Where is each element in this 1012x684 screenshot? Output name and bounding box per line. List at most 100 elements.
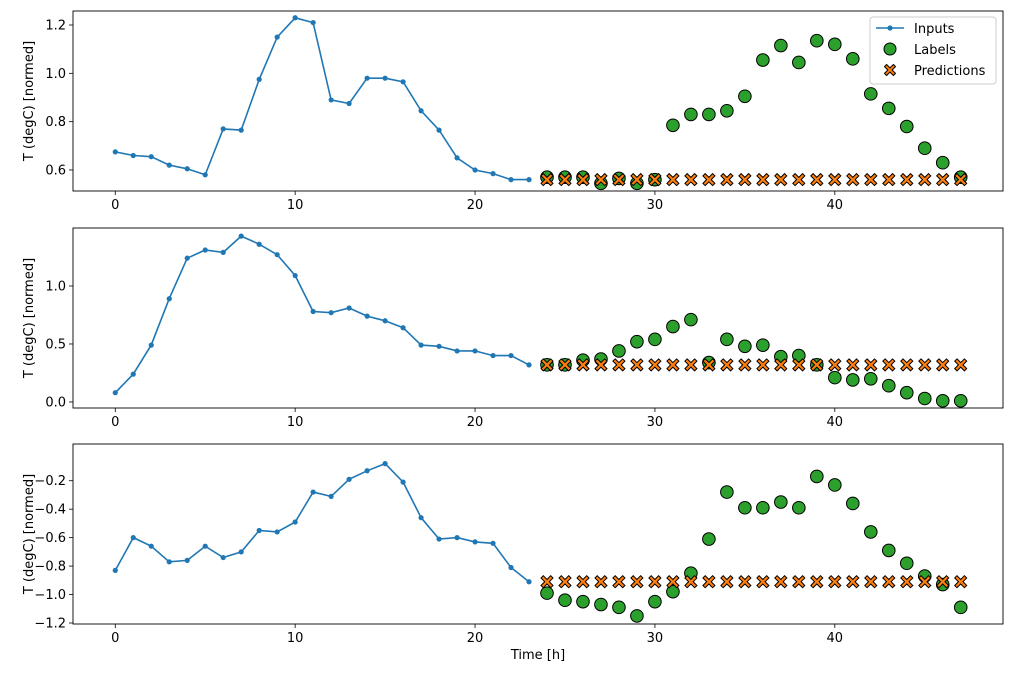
prediction-point	[630, 358, 644, 372]
prediction-point	[846, 358, 860, 372]
prediction-point	[756, 172, 770, 187]
prediction-point	[882, 358, 896, 372]
y-tick-label: −1.2	[34, 617, 66, 632]
x-tick-label: 10	[287, 198, 304, 213]
label-point	[863, 525, 878, 539]
inputs-point	[364, 75, 370, 81]
inputs-point	[526, 362, 532, 368]
prediction-point	[792, 574, 806, 589]
label-point	[630, 609, 644, 623]
prediction-point	[558, 358, 572, 372]
inputs-point	[472, 348, 478, 354]
subplot-3: 0 10 20 30 40 −1.2 −1.0 −0.8 −0.6 −0.4 −0.2T (degC…	[22, 443, 1004, 663]
prediction-point	[918, 574, 932, 589]
prediction-point	[882, 172, 896, 187]
label-point	[863, 371, 878, 386]
prediction-point	[702, 574, 716, 589]
inputs-line	[114, 462, 530, 583]
label-point	[810, 33, 824, 48]
prediction-point	[953, 172, 968, 187]
prediction-point	[935, 358, 950, 372]
prediction-point	[774, 574, 788, 589]
label-point	[881, 543, 896, 558]
prediction-point	[576, 172, 590, 187]
inputs-point	[346, 305, 352, 311]
inputs-point	[148, 543, 154, 549]
label-point	[917, 141, 932, 156]
label-point	[828, 478, 842, 492]
inputs-point	[526, 579, 532, 585]
prediction-point	[774, 358, 788, 372]
inputs-point	[148, 342, 154, 348]
prediction-point	[738, 574, 752, 589]
prediction-point	[900, 574, 914, 589]
label-point	[899, 119, 914, 134]
y-tick-label: 1.2	[45, 19, 66, 34]
label-point	[792, 500, 806, 515]
prediction-point	[648, 358, 662, 372]
prediction-point	[540, 172, 554, 187]
y-tick-label: −0.6	[34, 531, 66, 546]
prediction-point	[810, 172, 824, 187]
inputs-point	[238, 127, 244, 133]
label-point	[935, 155, 950, 170]
inputs-point	[184, 557, 190, 563]
inputs-point	[508, 177, 514, 183]
y-tick-label: 0.8	[45, 115, 66, 130]
x-tick-label: 20	[467, 198, 484, 213]
inputs-point	[166, 296, 172, 302]
prediction-point	[828, 172, 842, 187]
inputs-point	[202, 543, 208, 549]
inputs-point	[454, 155, 460, 161]
label-point	[666, 319, 680, 334]
inputs-point	[400, 79, 406, 85]
label-point	[738, 500, 752, 515]
label-point	[576, 594, 590, 609]
inputs-point	[328, 493, 334, 499]
legend-entry: Predictions	[914, 64, 986, 79]
prediction-point	[774, 172, 788, 187]
prediction-point	[702, 172, 716, 187]
prediction-point	[935, 574, 950, 589]
inputs-point	[112, 390, 118, 396]
subplot-2: 0 10 20 30 40 0.0 0.5 1.0 T (degC) [normed]	[22, 227, 1004, 430]
legend-frame	[869, 16, 997, 85]
prediction-point	[576, 358, 590, 372]
label-point	[558, 593, 572, 608]
prediction-point	[594, 574, 608, 589]
inputs-point	[274, 34, 280, 40]
label-point	[756, 338, 770, 352]
x-tick-label: 40	[827, 631, 844, 646]
label-point	[774, 38, 788, 53]
legend-labels-marker	[883, 42, 897, 56]
inputs-point	[436, 343, 442, 349]
inputs-point	[238, 549, 244, 555]
label-point	[792, 55, 806, 70]
label-point	[612, 344, 626, 358]
x-tick-label: 10	[287, 631, 304, 646]
inputs-point	[364, 468, 370, 474]
label-point	[648, 594, 662, 609]
inputs-point	[202, 247, 208, 253]
label-point	[935, 394, 950, 408]
label-point	[845, 496, 860, 511]
inputs-point	[310, 19, 316, 26]
label-point	[684, 312, 698, 327]
label-point	[630, 334, 644, 349]
prediction-point	[612, 358, 626, 372]
y-tick-label: −0.4	[34, 503, 66, 518]
prediction-point	[648, 172, 662, 187]
inputs-point	[490, 540, 496, 546]
prediction-point	[540, 358, 554, 372]
x-tick-label: 0	[111, 415, 119, 430]
axes-frame	[72, 10, 1004, 192]
label-point	[756, 53, 770, 67]
y-tick-label: −0.8	[34, 560, 66, 575]
prediction-point	[756, 358, 770, 372]
prediction-point	[828, 358, 842, 372]
label-point	[756, 500, 770, 515]
inputs-point	[256, 241, 262, 247]
label-point	[540, 586, 554, 600]
inputs-point	[274, 252, 280, 258]
inputs-point	[328, 97, 334, 103]
